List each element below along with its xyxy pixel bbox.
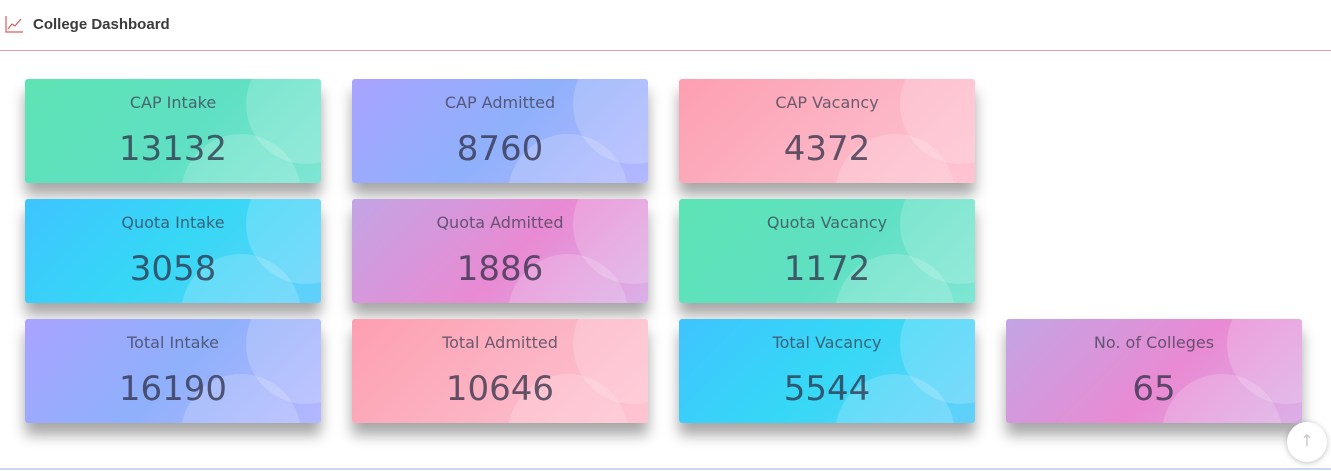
card-value: 8760	[456, 129, 544, 169]
card-value: 3058	[129, 249, 217, 289]
card-total-admitted: Total Admitted 10646	[352, 319, 648, 423]
card-cap-intake: CAP Intake 13132	[25, 79, 321, 183]
card-value: 16190	[118, 369, 228, 409]
card-value: 5544	[783, 369, 871, 409]
card-quota-vacancy: Quota Vacancy 1172	[679, 199, 975, 303]
footer-divider	[0, 468, 1331, 470]
card-label: Quota Intake	[121, 213, 225, 232]
arrow-up-icon: ↑	[1300, 431, 1314, 450]
card-cap-admitted: CAP Admitted 8760	[352, 79, 648, 183]
card-no-of-colleges: No. of Colleges 65	[1006, 319, 1302, 423]
card-total-vacancy: Total Vacancy 5544	[679, 319, 975, 423]
card-label: Total Admitted	[442, 333, 558, 352]
page-header: College Dashboard	[0, 0, 1331, 51]
card-total-intake: Total Intake 16190	[25, 319, 321, 423]
scroll-to-top-button[interactable]: ↑	[1287, 422, 1327, 462]
card-value: 1172	[783, 249, 871, 289]
card-quota-admitted: Quota Admitted 1886	[352, 199, 648, 303]
card-value: 4372	[783, 129, 871, 169]
card-quota-intake: Quota Intake 3058	[25, 199, 321, 303]
card-value: 65	[1132, 369, 1176, 409]
card-label: Quota Admitted	[436, 213, 564, 232]
card-label: CAP Vacancy	[775, 93, 879, 112]
card-label: Quota Vacancy	[766, 213, 888, 232]
card-value: 10646	[445, 369, 555, 409]
card-label: Total Intake	[127, 333, 219, 352]
card-cap-vacancy: CAP Vacancy 4372	[679, 79, 975, 183]
card-label: CAP Intake	[129, 93, 217, 112]
chart-line-icon	[5, 15, 24, 33]
card-label: Total Vacancy	[772, 333, 882, 352]
card-label: No. of Colleges	[1093, 333, 1215, 352]
card-label: CAP Admitted	[444, 93, 556, 112]
page-title: College Dashboard	[33, 16, 170, 33]
card-value: 13132	[118, 129, 228, 169]
card-value: 1886	[456, 249, 544, 289]
